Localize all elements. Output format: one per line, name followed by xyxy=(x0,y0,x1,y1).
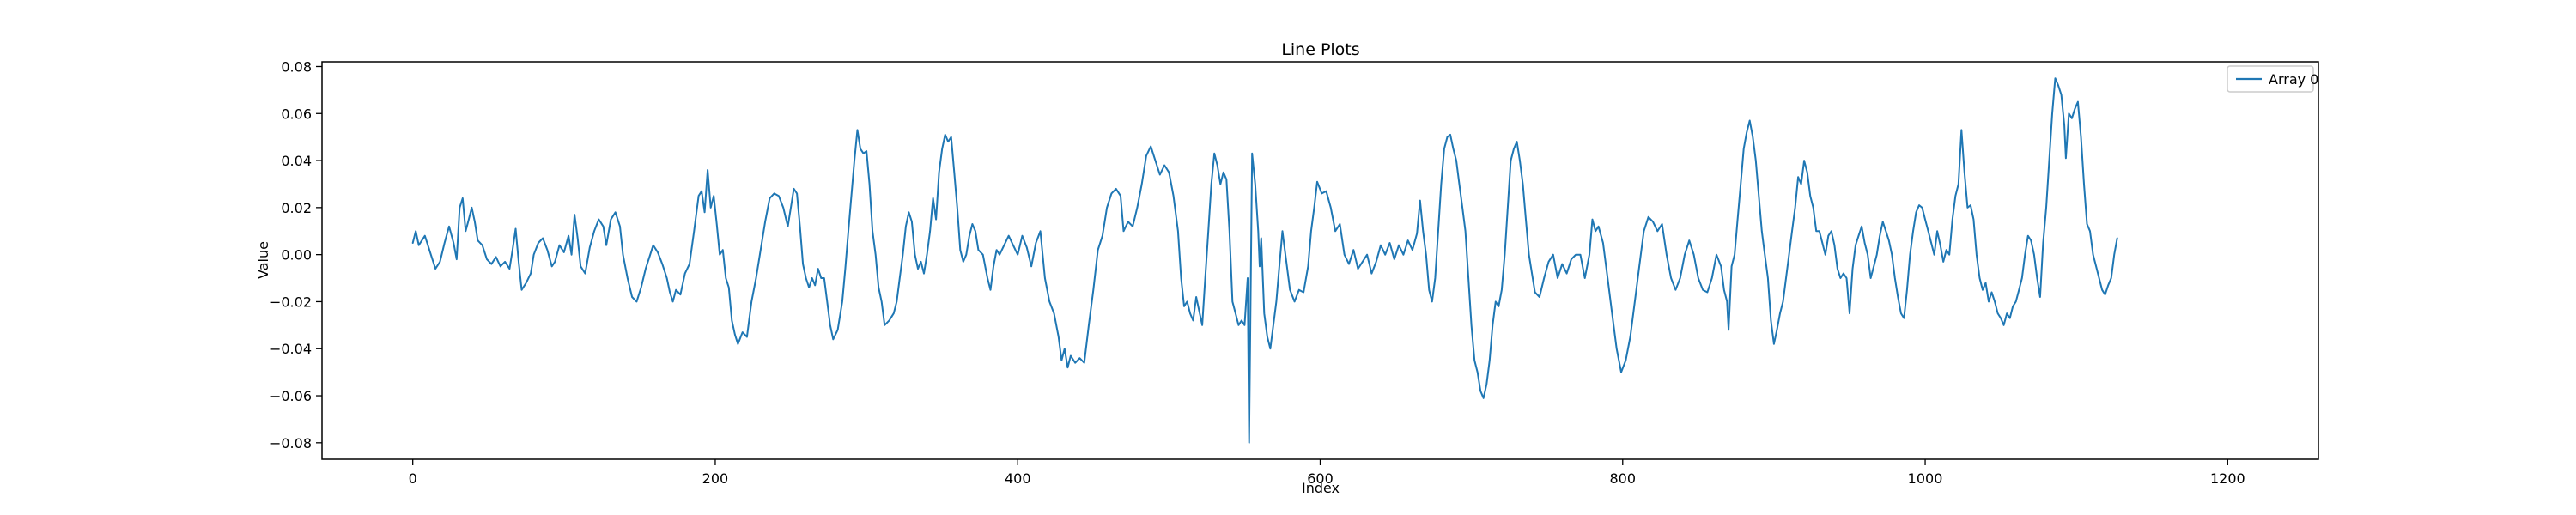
y-axis-label: Value xyxy=(255,241,271,279)
x-axis-label: Index xyxy=(1302,480,1340,496)
legend: Array 0 xyxy=(2227,65,2318,93)
y-tick-label: −0.08 xyxy=(270,435,312,451)
series-line-0 xyxy=(411,77,2118,444)
y-axis: −0.08 −0.06 −0.04 −0.02 0.00 0.02 0.04 0.06 0.08 xyxy=(270,58,322,451)
x-tick-label: 400 xyxy=(1005,470,1031,487)
y-tick-label: −0.02 xyxy=(270,294,312,310)
axes-frame xyxy=(321,61,2319,460)
y-tick-label: 0.06 xyxy=(281,106,312,122)
x-axis: 0 200 400 600 800 1000 1200 xyxy=(409,459,2245,487)
legend-box xyxy=(2227,65,2314,93)
x-tick-label: 0 xyxy=(409,470,417,487)
x-tick-label: 200 xyxy=(702,470,729,487)
y-tick-label: 0.00 xyxy=(281,247,312,264)
y-tick-label: −0.04 xyxy=(270,341,312,357)
y-tick-label: 0.08 xyxy=(281,58,312,75)
y-tick-label: 0.04 xyxy=(281,153,312,169)
chart-title: Line Plots xyxy=(1281,40,1359,59)
x-tick-label: 600 xyxy=(1307,470,1334,487)
y-tick-label: −0.06 xyxy=(270,388,312,404)
x-tick-label: 800 xyxy=(1609,470,1636,487)
y-tick-label: 0.02 xyxy=(281,200,312,216)
plot-area-border xyxy=(321,61,2319,460)
series-layer xyxy=(411,77,2118,444)
x-tick-label: 1000 xyxy=(1908,470,1943,487)
x-tick-label: 1200 xyxy=(2210,470,2245,487)
legend-label: Array 0 xyxy=(2269,71,2318,88)
